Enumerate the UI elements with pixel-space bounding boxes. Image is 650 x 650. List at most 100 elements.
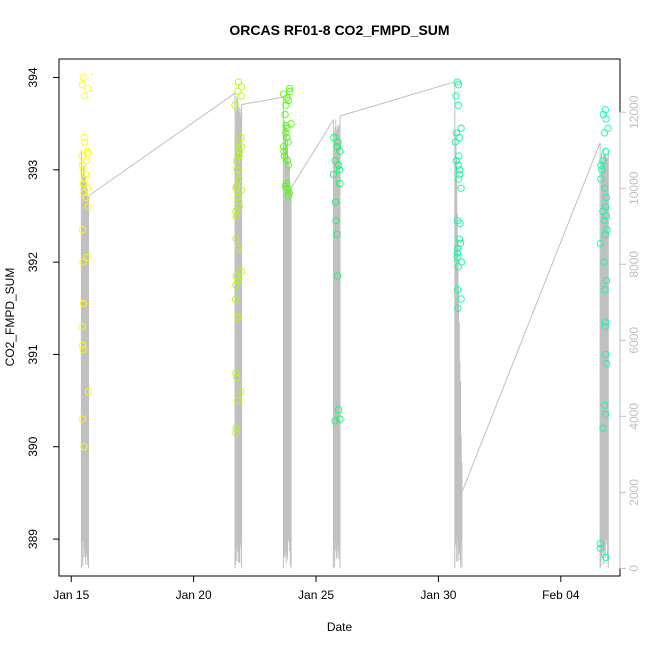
co2-point	[599, 156, 607, 165]
y-tick-label: 394	[26, 67, 40, 87]
x-tick-label: Jan 15	[53, 588, 89, 602]
co2-point	[453, 253, 461, 262]
co2-point	[284, 184, 292, 192]
co2-point	[603, 360, 611, 368]
altitude-trace	[80, 81, 609, 569]
co2-point	[336, 147, 344, 155]
co2-point	[232, 281, 240, 289]
co2-point	[233, 373, 241, 382]
co2-point	[80, 133, 88, 142]
y-tick-label: 393	[26, 159, 40, 179]
co2-point	[330, 133, 338, 142]
co2-point	[335, 166, 344, 174]
co2-point	[455, 235, 464, 243]
co2-point	[234, 244, 242, 252]
co2-point	[83, 253, 91, 262]
co2-point	[232, 184, 240, 192]
co2-point	[597, 161, 605, 169]
co2-point	[79, 179, 88, 188]
co2-point	[333, 143, 342, 151]
co2-point	[235, 152, 243, 160]
co2-point	[283, 124, 291, 132]
co2-point	[455, 170, 464, 179]
altitude-connector	[290, 119, 334, 189]
co2-point	[454, 161, 462, 169]
co2-point	[232, 424, 240, 432]
co2-point	[231, 295, 240, 303]
co2-point	[455, 175, 463, 183]
co2-point	[329, 170, 338, 179]
axes: Jan 15 Jan 20 Jan 25 Jan 30 Feb 04 389 390 391 3…	[26, 67, 641, 602]
co2-point	[232, 272, 240, 280]
co2-point	[81, 92, 89, 100]
co2-point	[79, 346, 87, 354]
co2-point	[79, 300, 88, 308]
co2-point	[81, 138, 89, 146]
co2-point	[81, 175, 89, 183]
co2-point	[78, 415, 86, 423]
co2-point	[602, 212, 611, 220]
co2-point	[334, 161, 343, 169]
x-tick-label: Jan 20	[176, 588, 212, 602]
co2-point	[454, 304, 462, 312]
co2-point	[284, 138, 292, 146]
co2-point	[232, 207, 240, 215]
co2-point	[232, 429, 240, 437]
co2-point	[282, 101, 290, 109]
co2-point	[80, 443, 88, 451]
altitude-connector	[241, 96, 284, 106]
co2-point	[602, 350, 610, 359]
co2-point	[82, 193, 90, 202]
co2-point	[457, 124, 465, 132]
co2-point	[601, 401, 609, 409]
co2-point	[597, 175, 605, 183]
co2-point	[82, 156, 91, 165]
co2-point	[232, 156, 241, 165]
co2-point	[78, 341, 87, 349]
co2-point	[280, 147, 288, 155]
co2-point	[335, 406, 343, 414]
co2-point	[600, 216, 608, 225]
co2-point	[237, 267, 245, 275]
co2-point	[602, 410, 610, 419]
co2-point	[454, 81, 463, 89]
co2-point	[601, 323, 609, 331]
co2-point	[279, 143, 288, 151]
co2-point	[237, 186, 246, 194]
co2-point	[601, 318, 610, 326]
x-axis-label: Date	[327, 620, 353, 634]
co2-point	[331, 417, 339, 425]
co2-point	[84, 84, 92, 93]
x-tick-label: Feb 04	[542, 588, 580, 602]
co2-point	[333, 230, 341, 239]
co2-point	[235, 175, 243, 183]
co2-point	[452, 156, 460, 165]
co2-point	[237, 83, 246, 91]
co2-point	[456, 219, 464, 227]
y2-tick-label: 12000	[627, 95, 641, 129]
x-tick-label: Jan 25	[298, 588, 334, 602]
co2-point	[79, 258, 87, 266]
co2-point	[599, 207, 607, 215]
co2-point	[233, 166, 241, 174]
co2-point	[236, 147, 244, 155]
co2-point	[232, 235, 240, 243]
co2-point	[287, 119, 295, 128]
co2-point	[232, 212, 240, 220]
co2-point	[601, 106, 609, 114]
altitude-flight-segment	[332, 116, 341, 569]
y2-tick-label: 2000	[627, 479, 641, 506]
co2-point	[231, 101, 239, 109]
altitude-connector	[339, 81, 455, 117]
co2-point	[601, 184, 609, 192]
altitude-flight-segment	[234, 93, 243, 569]
y-axis-label: CO2_FMPD_SUM	[3, 268, 17, 367]
co2-point	[453, 249, 462, 257]
co2-point	[451, 138, 459, 146]
co2-point	[235, 203, 243, 211]
co2-point	[234, 276, 242, 285]
co2-point	[84, 149, 92, 157]
co2-point	[454, 263, 463, 271]
co2-point	[599, 424, 607, 432]
co2-point	[234, 313, 242, 322]
